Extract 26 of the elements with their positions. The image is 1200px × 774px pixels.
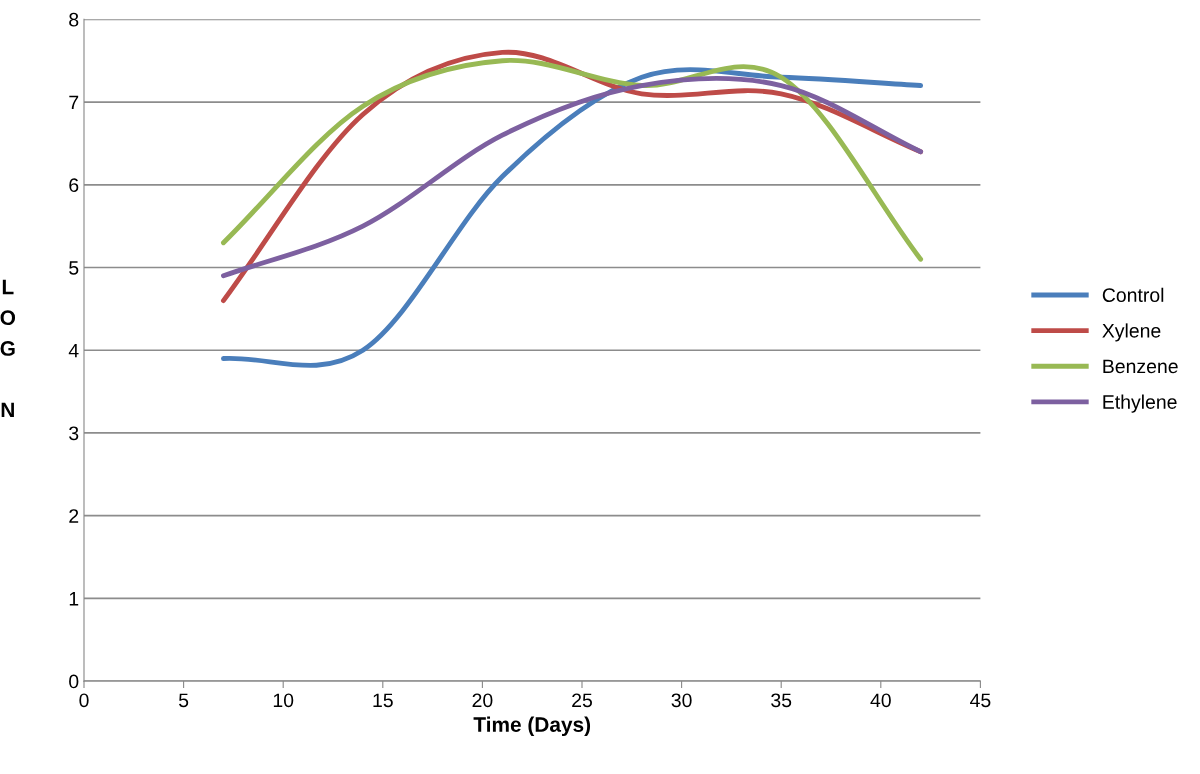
text: LOG N bbox=[0, 279, 16, 418]
y-tick-label: 5 bbox=[69, 261, 79, 275]
legend-label: Control bbox=[1102, 287, 1164, 303]
line-series bbox=[221, 58, 924, 262]
y-tick-label: 1 bbox=[69, 592, 79, 606]
y-tick-label: 3 bbox=[69, 426, 79, 441]
x-tick-label: 35 bbox=[771, 693, 792, 708]
x-tick-label: 5 bbox=[178, 693, 189, 708]
y-tick-label: 0 bbox=[69, 674, 79, 689]
y-tick-label: 8 bbox=[69, 12, 79, 27]
y-tick-label: 6 bbox=[69, 178, 79, 193]
x-tick-label: 0 bbox=[79, 693, 89, 708]
x-tick-label: 40 bbox=[870, 693, 891, 708]
legend-label: Ethylene bbox=[1103, 394, 1177, 413]
y-tick-label: 7 bbox=[69, 95, 79, 110]
y-tick-label: 4 bbox=[68, 343, 79, 358]
x-tick-label: 15 bbox=[373, 693, 393, 708]
x-tick-label: 30 bbox=[671, 693, 692, 708]
x-tick-label: 45 bbox=[970, 693, 991, 708]
x-tick-label: 20 bbox=[472, 693, 493, 708]
x-tick-label: 25 bbox=[572, 693, 592, 708]
x-tick-label: 10 bbox=[273, 693, 294, 708]
x-axis-title: Time (Days) bbox=[473, 716, 591, 737]
legend-label: Xylene bbox=[1102, 323, 1161, 342]
y-tick-label: 2 bbox=[69, 509, 79, 523]
legend-label: Benzene bbox=[1103, 359, 1178, 374]
